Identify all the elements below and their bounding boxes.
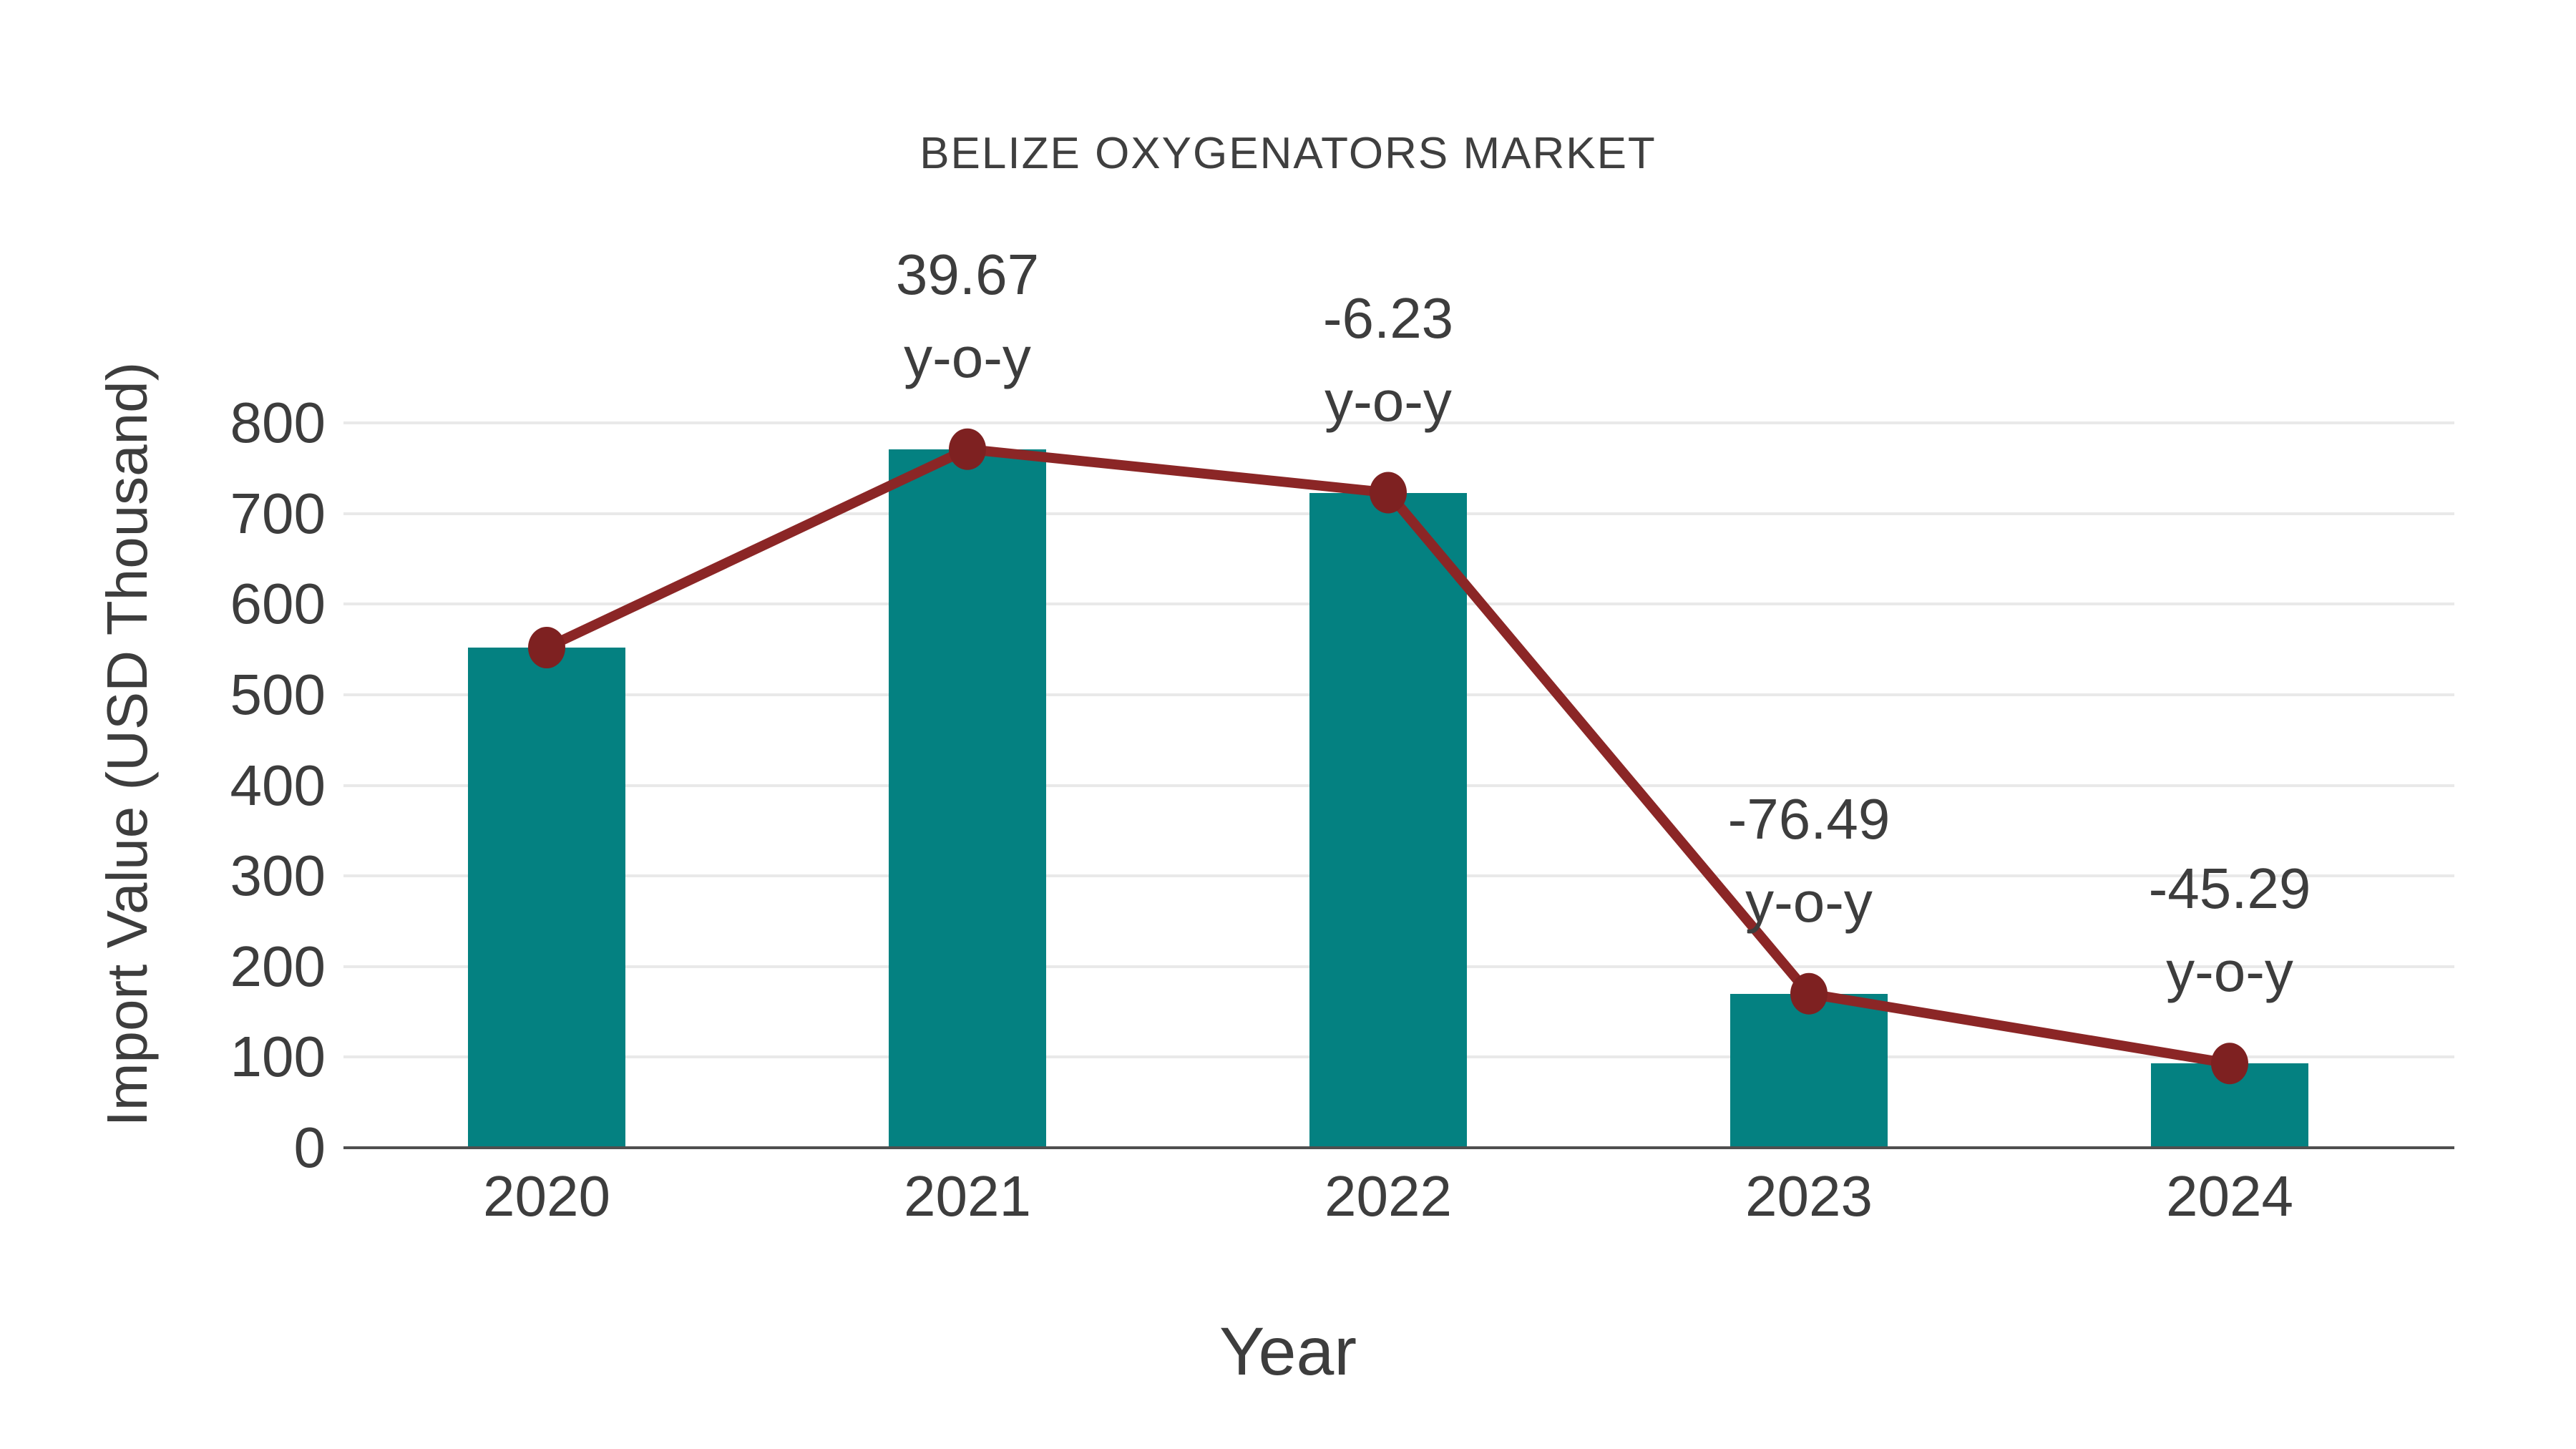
y-tick-label-700: 700: [230, 481, 326, 545]
y-tick-label-500: 500: [230, 662, 326, 726]
bar-2023[interactable]: [1730, 993, 1888, 1148]
annotation-value: -76.49: [1727, 786, 1890, 851]
annotation-2023: -76.49 y-o-y: [1728, 778, 1890, 944]
annotation-2024: -45.29 y-o-y: [2149, 847, 2311, 1013]
line-marker-2021[interactable]: [949, 428, 986, 470]
gridline-800: [343, 421, 2454, 424]
annotation-suffix: y-o-y: [904, 325, 1031, 389]
chart-title: BELIZE OXYGENATORS MARKET: [919, 129, 1657, 178]
y-tick-label-400: 400: [230, 753, 326, 817]
annotation-suffix: y-o-y: [1324, 369, 1452, 433]
y-tick-label-300: 300: [230, 844, 326, 908]
x-tick-label-2022: 2022: [1324, 1164, 1452, 1228]
annotation-suffix: y-o-y: [2166, 940, 2293, 1004]
line-marker-2023[interactable]: [1790, 972, 1828, 1015]
trend-line: [542, 444, 2235, 1069]
annotation-value: -6.23: [1322, 286, 1454, 350]
y-tick-label-200: 200: [230, 934, 326, 998]
annotation-2021: 39.67 y-o-y: [896, 233, 1039, 399]
annotation-value: -45.29: [2148, 857, 2311, 921]
x-axis-title: Year: [1219, 1314, 1357, 1390]
line-marker-2020[interactable]: [528, 627, 565, 669]
bar-2021[interactable]: [889, 449, 1046, 1148]
x-tick-label-2020: 2020: [483, 1164, 610, 1228]
annotation-2022: -6.23 y-o-y: [1323, 277, 1453, 443]
line-marker-2022[interactable]: [1370, 472, 1407, 514]
x-tick-label-2021: 2021: [904, 1164, 1031, 1228]
annotation-suffix: y-o-y: [1745, 869, 1873, 934]
annotation-value: 39.67: [895, 242, 1040, 306]
line-marker-2024[interactable]: [2211, 1043, 2248, 1085]
bar-2022[interactable]: [1309, 492, 1467, 1148]
y-tick-label-600: 600: [230, 572, 326, 636]
bar-2020[interactable]: [468, 648, 625, 1148]
x-tick-label-2024: 2024: [2166, 1164, 2293, 1228]
y-tick-label-100: 100: [230, 1025, 326, 1089]
y-tick-label-800: 800: [230, 391, 326, 454]
y-tick-label-0: 0: [293, 1116, 326, 1179]
x-axis-line: [343, 1146, 2454, 1149]
x-tick-label-2023: 2023: [1745, 1164, 1873, 1228]
